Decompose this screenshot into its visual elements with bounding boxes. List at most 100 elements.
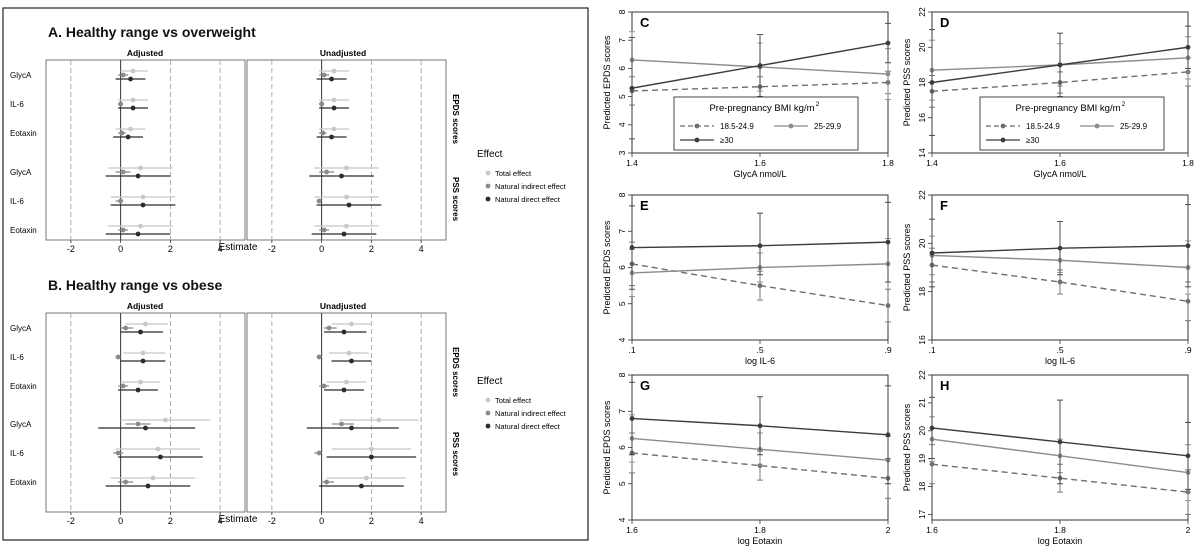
forest-a-adjusted-point-indirect bbox=[119, 130, 125, 136]
panel-b-row-label-3: Eotaxin bbox=[10, 382, 37, 391]
forest-b-adjusted-tick-label: -2 bbox=[67, 516, 75, 526]
panel-f-series-30-point bbox=[1185, 243, 1191, 249]
panel-f-xtick-label: .1 bbox=[928, 345, 935, 355]
panel-e-ytick-label: 7 bbox=[617, 229, 627, 234]
panel-b-subtitle-adjusted: Adjusted bbox=[127, 301, 163, 311]
panel-f-letter: F bbox=[940, 198, 948, 213]
forest-b-unadjusted-point-total bbox=[368, 446, 374, 452]
panel-b-legend-marker-direct bbox=[485, 423, 491, 429]
forest-b-adjusted-point-indirect bbox=[135, 421, 141, 427]
forest-a-adjusted-point-direct bbox=[135, 173, 141, 179]
panel-a-row-label-3: Eotaxin bbox=[10, 129, 37, 138]
panel-c-ytick-label: 6 bbox=[617, 66, 627, 71]
forest-b-adjusted-point-total bbox=[155, 446, 161, 452]
panel-c-ylabel: Predicted EPDS scores bbox=[602, 35, 612, 130]
forest-a-unadjusted-point-direct bbox=[339, 173, 344, 179]
panel-d-legend-30-label: ≥30 bbox=[1026, 136, 1040, 145]
panel-c-legend-25-29-9-label: 25-29.9 bbox=[814, 122, 842, 131]
forest-b-adjusted-point-total bbox=[163, 417, 168, 423]
left-figure-frame bbox=[2, 7, 589, 541]
panel-g-xtick-label: 1.8 bbox=[754, 525, 766, 535]
forest-a-adjusted-tick-label: 0 bbox=[118, 244, 123, 254]
panel-d-ytick-label: 16 bbox=[917, 113, 927, 123]
panel-d-xtick-label: 1.4 bbox=[926, 158, 938, 168]
forest-a-unadjusted-point-total bbox=[331, 126, 337, 132]
forest-a-unadjusted-point-total bbox=[331, 68, 337, 74]
panel-d-series-30-point bbox=[1185, 44, 1191, 50]
forest-b-unadjusted-point-total bbox=[344, 379, 349, 385]
forest-a-unadjusted-point-indirect bbox=[319, 101, 325, 107]
forest-a-adjusted-point-direct bbox=[128, 76, 133, 82]
panel-h-xtick-label: 2 bbox=[1186, 525, 1191, 535]
panel-d-ytick-label: 18 bbox=[917, 78, 927, 88]
panel-a-row-label-5: IL-6 bbox=[10, 197, 24, 206]
panel-d-legend-title-superscript: 2 bbox=[1122, 101, 1126, 108]
forest-b-unadjusted-point-total bbox=[376, 417, 382, 423]
panel-a-legend-direct: Natural direct effect bbox=[495, 195, 561, 204]
panel-h-series-30-point bbox=[1057, 439, 1063, 445]
forest-a-unadjusted-point-direct bbox=[341, 231, 347, 237]
panel-d-series-30-point bbox=[1057, 62, 1063, 68]
panel-c-letter: C bbox=[640, 15, 650, 30]
forest-b-unadjusted-point-direct bbox=[341, 329, 347, 335]
panel-a-legend-marker-indirect bbox=[485, 183, 491, 189]
panel-b-row-label-4: GlycA bbox=[10, 420, 32, 429]
forest-a-adjusted-point-total bbox=[140, 194, 146, 200]
panel-h-ytick-label: 17 bbox=[917, 509, 927, 519]
forest-a-unadjusted-point-direct bbox=[329, 76, 334, 82]
forest-b-adjusted-point-direct bbox=[143, 425, 148, 431]
forest-a-adjusted-point-indirect bbox=[120, 227, 126, 233]
forest-b-adjusted-point-indirect bbox=[115, 450, 121, 456]
panel-e-series-18-5-24-9-point bbox=[757, 283, 763, 289]
panel-f-ytick-label: 22 bbox=[917, 190, 927, 200]
panel-h-letter: H bbox=[940, 378, 949, 393]
panel-e-ytick-label: 8 bbox=[617, 192, 627, 197]
panel-c-series-30-point bbox=[757, 63, 763, 68]
panel-h-series-30-point bbox=[929, 425, 935, 431]
panel-f-ylabel: Predicted PSS scores bbox=[902, 223, 912, 311]
panel-h-ylabel: Predicted PSS scores bbox=[902, 403, 912, 491]
forest-a-unadjusted-point-indirect bbox=[321, 227, 327, 233]
panel-b-row-label-6: Eotaxin bbox=[10, 478, 37, 487]
panel-d-legend-30-swatch-marker bbox=[1000, 137, 1006, 143]
forest-b-adjusted-point-indirect bbox=[115, 354, 121, 360]
panel-b-legend-direct: Natural direct effect bbox=[495, 422, 561, 431]
panel-a-title: A. Healthy range vs overweight bbox=[48, 24, 256, 40]
panel-h-ytick-label: 22 bbox=[917, 370, 927, 380]
forest-a-adjusted-tick-label: 4 bbox=[218, 244, 223, 254]
forest-b-unadjusted-frame bbox=[246, 312, 447, 513]
forest-a-adjusted-point-total bbox=[138, 223, 143, 229]
panel-c-series-30-point bbox=[885, 40, 891, 46]
panel-f-xlabel: log IL-6 bbox=[1045, 356, 1075, 366]
forest-a-adjusted-tick-label: -2 bbox=[67, 244, 75, 254]
forest-b-adjusted-tick-label: 4 bbox=[218, 516, 223, 526]
panel-b-legend-marker-total bbox=[485, 397, 491, 403]
panel-c-legend-18-5-24-9-label: 18.5-24.9 bbox=[720, 122, 754, 131]
panel-d-xtick-label: 1.6 bbox=[1054, 158, 1066, 168]
forest-b-adjusted-point-direct bbox=[145, 483, 151, 489]
forest-a-adjusted-point-direct bbox=[140, 202, 146, 208]
panel-c-legend-title-superscript: 2 bbox=[816, 101, 820, 108]
panel-a-legend-indirect: Natural indirect effect bbox=[495, 182, 567, 191]
panel-h-ytick-label: 21 bbox=[917, 398, 927, 408]
panel-f-ytick-label: 18 bbox=[917, 287, 927, 297]
forest-b-unadjusted-point-indirect bbox=[321, 383, 327, 389]
panel-e-ytick-label: 4 bbox=[617, 337, 627, 342]
forest-a-adjusted-point-total bbox=[138, 165, 143, 171]
panel-d-ytick-label: 20 bbox=[917, 42, 927, 52]
panel-c-legend-title: Pre-pregnancy BMI kg/m bbox=[709, 103, 814, 114]
panel-e-ytick-label: 5 bbox=[617, 301, 627, 306]
panel-a-xlabel: Estimate bbox=[219, 242, 258, 253]
panel-a-legend-marker-total bbox=[485, 170, 491, 176]
forest-b-adjusted-point-direct bbox=[138, 329, 143, 335]
forest-b-adjusted-point-total bbox=[143, 321, 148, 327]
panel-a-group-pss: PSS scores bbox=[451, 177, 460, 222]
forest-b-unadjusted-point-indirect bbox=[326, 325, 332, 331]
panel-b-xlabel: Estimate bbox=[219, 514, 258, 525]
forest-b-unadjusted-tick-label: 2 bbox=[369, 516, 374, 526]
panel-e-ytick-label: 6 bbox=[617, 265, 627, 270]
forest-a-adjusted-frame bbox=[45, 59, 246, 241]
panel-c-xtick-label: 1.4 bbox=[626, 158, 638, 168]
panel-e-series-30-point bbox=[629, 245, 635, 250]
